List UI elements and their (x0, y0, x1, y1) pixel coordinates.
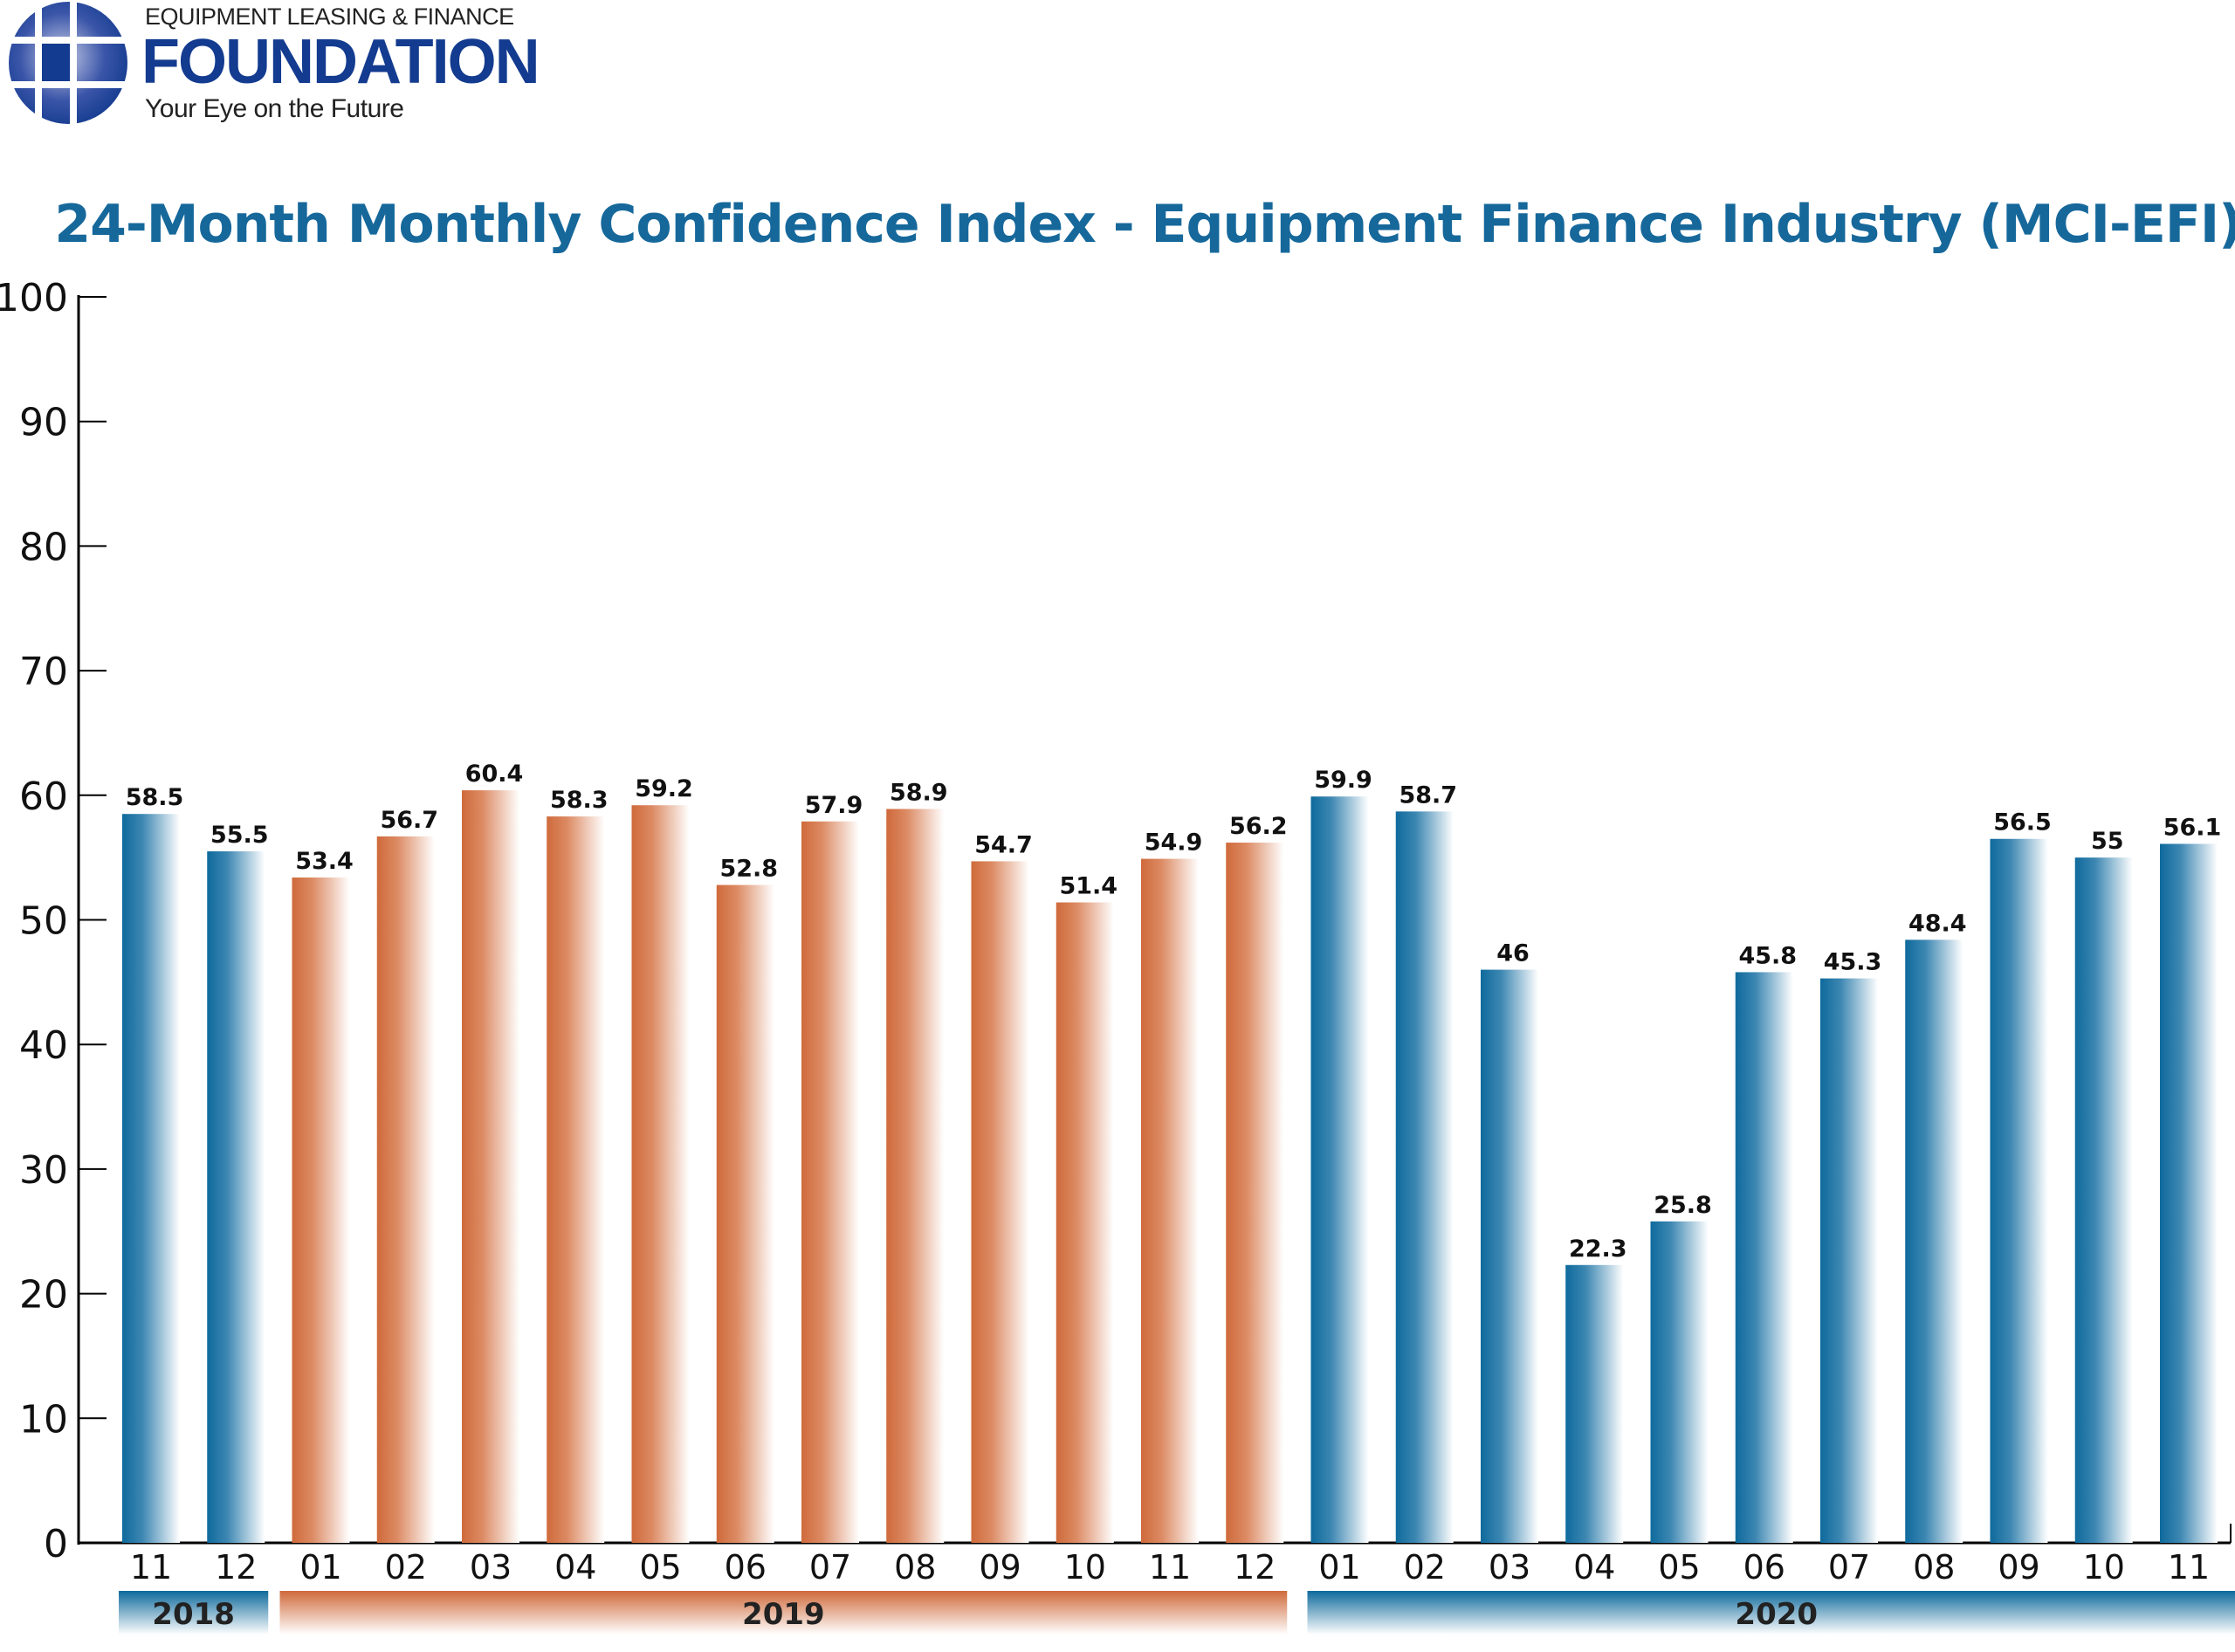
data-label: 48.4 (1908, 910, 1967, 937)
data-label: 25.8 (1654, 1192, 1712, 1219)
x-tick-label: 01 (1318, 1548, 1360, 1587)
x-tick-label: 02 (385, 1548, 427, 1587)
year-label: 2018 (152, 1597, 235, 1632)
logo-foundation: FOUNDATION (141, 27, 540, 97)
data-label: 59.9 (1314, 767, 1372, 794)
x-tick-label: 10 (1064, 1548, 1106, 1587)
data-label: 57.9 (805, 792, 863, 819)
x-tick-label: 05 (639, 1548, 681, 1587)
logo-tagline: Your Eye on the Future (145, 94, 404, 123)
x-tick-label: 08 (1913, 1548, 1955, 1587)
data-label: 58.7 (1399, 781, 1457, 809)
bar (1226, 843, 1284, 1543)
year-band-2019 (279, 1591, 1288, 1635)
bar (1056, 902, 1114, 1543)
y-tick-label: 100 (0, 276, 68, 320)
x-tick-label: 12 (1234, 1548, 1276, 1587)
x-tick-label: 06 (1743, 1548, 1785, 1587)
data-label: 52.8 (719, 856, 778, 883)
data-label: 45.3 (1824, 949, 1882, 976)
data-label: 56.1 (2163, 814, 2222, 841)
data-label: 55 (2091, 828, 2124, 855)
data-label: 54.9 (1145, 829, 1203, 857)
data-label: 58.9 (890, 779, 948, 806)
bar (971, 861, 1029, 1543)
bar (207, 851, 265, 1543)
y-tick-label: 70 (19, 650, 68, 694)
y-tick-label: 40 (19, 1023, 68, 1068)
data-label: 45.8 (1738, 942, 1797, 969)
year-band-2018 (119, 1591, 269, 1635)
x-tick-label: 09 (1998, 1548, 2039, 1587)
x-tick-label: 04 (1573, 1548, 1615, 1587)
bar (1310, 796, 1369, 1543)
x-tick-label: 06 (725, 1548, 767, 1587)
data-label: 56.5 (1993, 809, 2052, 836)
bar (1481, 969, 1538, 1543)
y-tick-label: 30 (19, 1148, 68, 1193)
y-tick-label: 80 (19, 525, 68, 569)
y-tick-label: 90 (19, 401, 68, 445)
x-tick-label: 11 (2168, 1548, 2210, 1587)
y-tick-label: 10 (19, 1397, 68, 1442)
globe-logo-icon (5, 0, 136, 131)
data-label: 56.2 (1229, 813, 1288, 840)
data-label: 58.3 (550, 787, 609, 814)
bar (1141, 858, 1199, 1543)
x-tick-label: 10 (2083, 1548, 2125, 1587)
x-tick-label: 01 (299, 1548, 341, 1587)
y-tick-label: 50 (19, 899, 68, 944)
x-tick-label: 05 (1658, 1548, 1700, 1587)
data-label: 53.4 (295, 848, 354, 875)
data-label: 54.7 (974, 831, 1033, 858)
bar (1565, 1264, 1624, 1543)
bar (2074, 857, 2133, 1543)
chart-title: 24-Month Monthly Confidence Index - Equi… (54, 194, 2235, 255)
bar (547, 816, 605, 1543)
bar (292, 877, 350, 1543)
bar (1990, 838, 2048, 1543)
x-tick-label: 02 (1404, 1548, 1446, 1587)
x-tick-label: 09 (979, 1548, 1021, 1587)
bar (801, 821, 859, 1543)
foundation-logo: EQUIPMENT LEASING & FINANCE FOUNDATION Y… (5, 0, 616, 131)
data-label: 55.5 (210, 822, 269, 849)
data-label: 51.4 (1059, 873, 1118, 900)
x-tick-label: 04 (554, 1548, 596, 1587)
bar (1395, 811, 1454, 1543)
data-label: 60.4 (465, 761, 524, 788)
bar (2160, 843, 2218, 1543)
y-tick-label: 20 (19, 1273, 68, 1318)
data-label: 59.2 (635, 775, 693, 802)
bar (1735, 972, 1793, 1543)
y-tick-label: 0 (44, 1522, 68, 1566)
x-tick-label: 12 (215, 1548, 257, 1587)
bar (1820, 978, 1878, 1543)
data-label: 56.7 (380, 807, 438, 834)
x-tick-label: 03 (470, 1548, 512, 1587)
bar (886, 809, 945, 1543)
x-tick-label: 11 (130, 1548, 172, 1587)
data-label: 58.5 (126, 784, 184, 811)
y-tick-label: 60 (19, 774, 68, 819)
data-label: 46 (1496, 940, 1530, 967)
x-tick-label: 07 (809, 1548, 851, 1587)
x-tick-label: 03 (1489, 1548, 1530, 1587)
bar (376, 836, 435, 1543)
year-label: 2019 (742, 1597, 825, 1632)
bar (462, 790, 519, 1543)
x-tick-label: 08 (894, 1548, 936, 1587)
bar (1905, 940, 1963, 1543)
data-label: 22.3 (1569, 1236, 1627, 1263)
bar (716, 885, 774, 1543)
year-band-2020 (1307, 1591, 2235, 1635)
logo-line1: EQUIPMENT LEASING & FINANCE (145, 3, 514, 30)
bar (1650, 1221, 1709, 1543)
x-tick-label: 11 (1149, 1548, 1191, 1587)
x-tick-label: 07 (1828, 1548, 1870, 1587)
bar (631, 805, 690, 1543)
bar (122, 814, 180, 1543)
year-label: 2020 (1735, 1597, 1818, 1632)
